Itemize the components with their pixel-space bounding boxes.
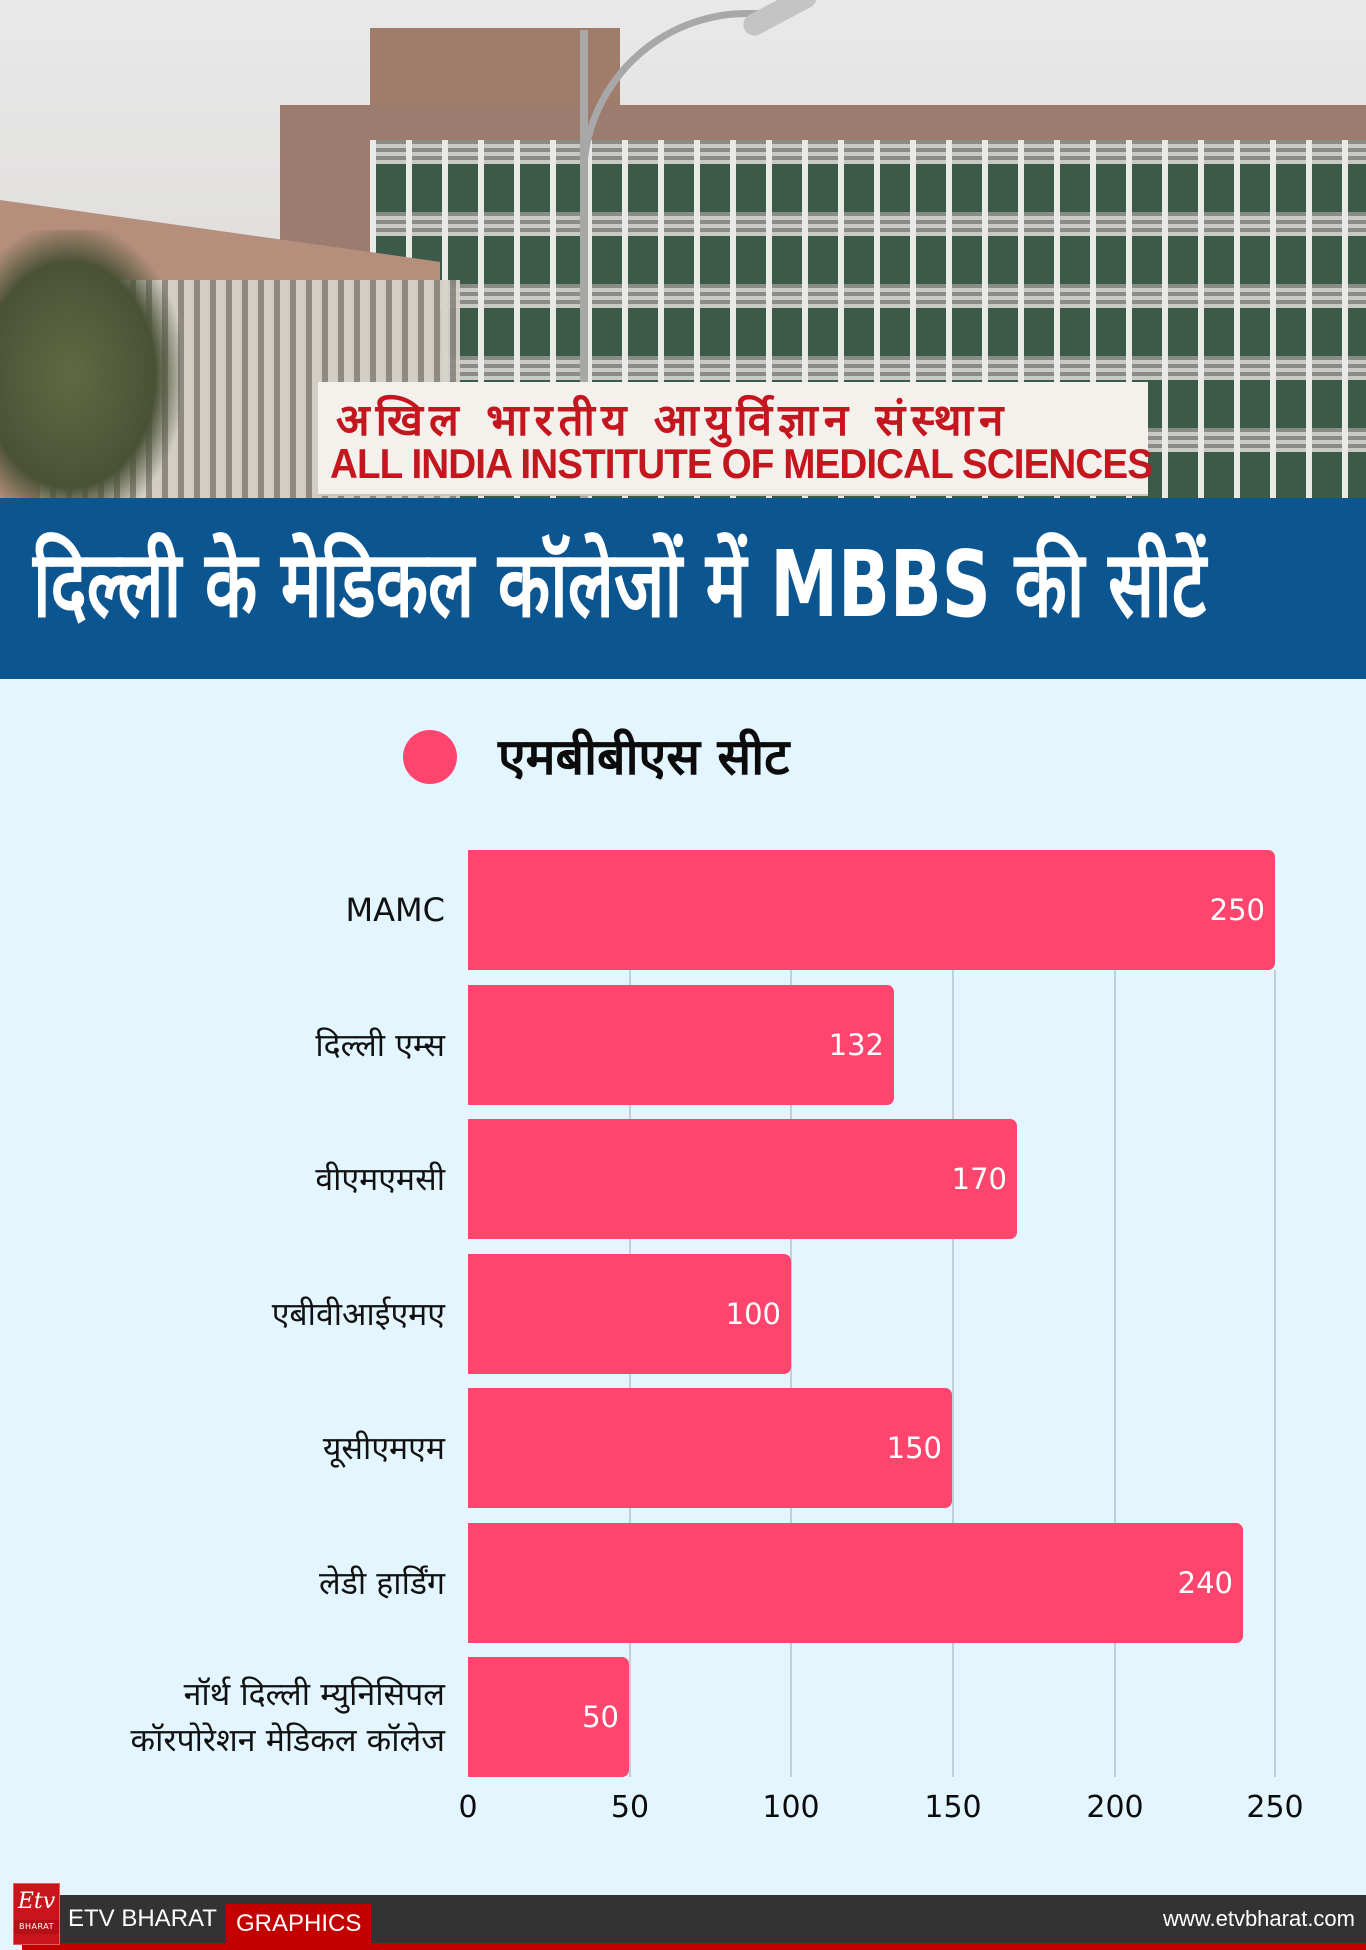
institute-signboard: अखिल भारतीय आयुर्विज्ञान संस्थान ALL IND… — [318, 382, 1153, 494]
category-label-line: नॉर्थ दिल्ली म्युनिसिपल — [183, 1675, 445, 1713]
gridline-150 — [952, 970, 954, 1777]
category-label: दिल्ली एम्स — [315, 985, 445, 1105]
category-label-line: वीएमएमसी — [315, 1160, 445, 1198]
x-tick: 250 — [1246, 1790, 1304, 1825]
bar-ucms[interactable]: 150 — [468, 1388, 952, 1508]
category-label-line: एबीवीआईएमए — [271, 1295, 445, 1333]
x-tick: 0 — [458, 1790, 478, 1825]
category-label: वीएमएमसी — [315, 1119, 445, 1239]
logo-mark: Etv — [17, 1889, 56, 1914]
bar-value: 240 — [1177, 1566, 1233, 1600]
website-link[interactable]: www.etvbharat.com — [1163, 1906, 1355, 1931]
footer-red-strip — [22, 1943, 1366, 1950]
category-label-line: लेडी हार्डिंग — [319, 1564, 445, 1602]
etv-bharat-logo-icon: Etv BHARAT — [13, 1883, 60, 1945]
page-title: दिल्ली के मेडिकल कॉलेजों में MBBS की सीट… — [33, 520, 1315, 650]
bar-value: 132 — [828, 1028, 884, 1062]
x-tick: 50 — [610, 1790, 650, 1825]
bar-value: 250 — [1209, 893, 1265, 927]
category-label-line: कॉरपोरेशन मेडिकल कॉलेज — [130, 1721, 446, 1759]
category-label: यूसीएमएम — [323, 1388, 445, 1508]
bar-value: 170 — [951, 1162, 1007, 1196]
x-tick: 100 — [762, 1790, 820, 1825]
legend-dot-icon — [403, 730, 457, 784]
title-band: दिल्ली के मेडिकल कॉलेजों में MBBS की सीट… — [0, 498, 1366, 679]
bar-ndmc-medical-college[interactable]: 50 — [468, 1657, 629, 1777]
legend-label: एमबीबीएस सीट — [498, 728, 790, 786]
bar-abvima[interactable]: 100 — [468, 1254, 791, 1374]
graphics-tag: GRAPHICS — [226, 1904, 372, 1943]
sign-text-hindi: अखिल भारतीय आयुर्विज्ञान संस्थान — [336, 395, 1010, 446]
category-label: लेडी हार्डिंग — [319, 1523, 445, 1643]
page-title-text: दिल्ली के मेडिकल कॉलेजों में MBBS की सीट… — [33, 531, 1207, 638]
gridline-200 — [1114, 970, 1116, 1777]
sign-text-english: ALL INDIA INSTITUTE OF MEDICAL SCIENCES — [330, 440, 1153, 487]
tree — [0, 230, 180, 498]
header-photo: अखिल भारतीय आयुर्विज्ञान संस्थान ALL IND… — [0, 0, 1366, 498]
category-label: नॉर्थ दिल्ली म्युनिसिपल कॉरपोरेशन मेडिकल… — [131, 1657, 446, 1777]
x-tick: 150 — [924, 1790, 982, 1825]
streetlight-pole — [580, 30, 588, 498]
category-label-line: यूसीएमएम — [322, 1429, 445, 1467]
gridline-250 — [1274, 970, 1276, 1777]
x-tick: 200 — [1086, 1790, 1144, 1825]
bar-lady-hardinge[interactable]: 240 — [468, 1523, 1243, 1643]
bar-value: 50 — [582, 1700, 619, 1734]
category-label-line: दिल्ली एम्स — [315, 1026, 445, 1064]
bar-delhi-aiims[interactable]: 132 — [468, 985, 894, 1105]
category-label: MAMC — [346, 850, 445, 970]
category-label: एबीवीआईएमए — [272, 1254, 445, 1374]
bar-mamc[interactable]: 250 — [468, 850, 1275, 970]
bar-value: 150 — [886, 1431, 942, 1465]
bar-vmmc[interactable]: 170 — [468, 1119, 1017, 1239]
category-label-line: MAMC — [345, 891, 445, 929]
bar-value: 100 — [725, 1297, 781, 1331]
logo-subtext: BHARAT — [14, 1920, 59, 1934]
brand-name: ETV BHARAT — [68, 1905, 217, 1932]
